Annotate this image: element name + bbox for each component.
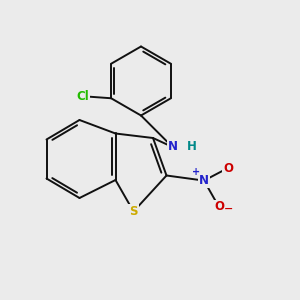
Text: −: − [224,203,233,214]
Text: N: N [199,174,209,187]
Text: +: + [192,167,201,177]
Text: S: S [129,205,138,218]
Text: Cl: Cl [76,90,89,103]
Text: O: O [223,161,233,175]
Text: N: N [167,140,178,154]
Text: H: H [187,140,196,154]
Text: O: O [214,200,224,214]
